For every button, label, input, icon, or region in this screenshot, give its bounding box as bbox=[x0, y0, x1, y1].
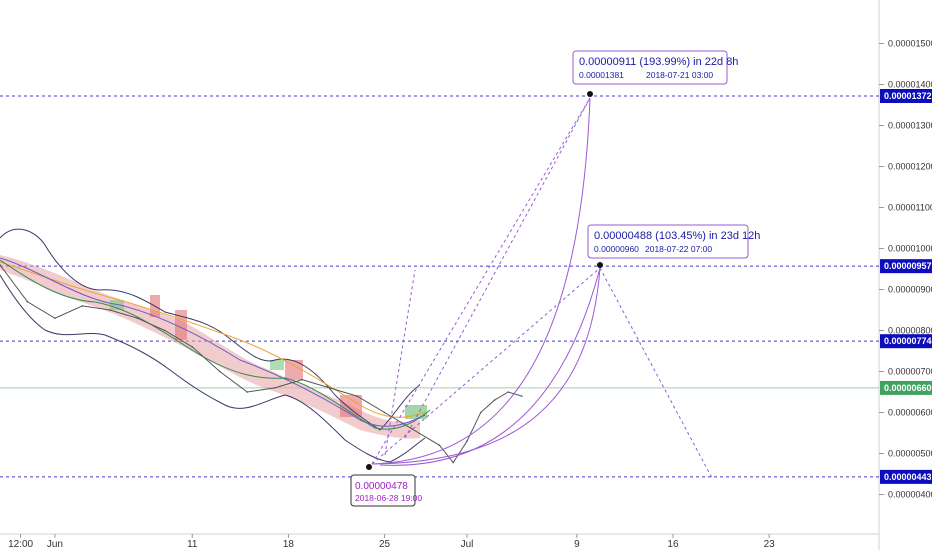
time-tick-label: Jul bbox=[461, 539, 474, 550]
moving-average-purple bbox=[0, 257, 426, 427]
projection-dashed-line bbox=[371, 267, 601, 465]
time-tick-label: 18 bbox=[283, 539, 295, 550]
level-price-label: 0.00000957 bbox=[884, 261, 932, 271]
annotation-main-text: 0.00000911 (193.99%) in 22d 8h bbox=[579, 56, 738, 68]
price-tick-label: 0.00001200 bbox=[888, 162, 932, 172]
time-tick-label: 16 bbox=[667, 539, 679, 550]
price-point bbox=[0, 264, 1, 266]
annotation-box bbox=[572, 50, 728, 85]
projection-dashed-line bbox=[384, 269, 416, 456]
lower-band bbox=[0, 274, 426, 463]
level-price-tag bbox=[880, 380, 932, 395]
price-tick-label: 0.00000600 bbox=[888, 408, 932, 418]
price-point bbox=[479, 411, 482, 414]
low-point bbox=[366, 464, 372, 470]
price-point bbox=[81, 305, 84, 307]
time-axis-ticks: 12:00 Jun 11 18 25 Jul 9 16 23 bbox=[8, 534, 775, 550]
annotation-value: 0.00000960 bbox=[594, 244, 639, 254]
cloud-segment bbox=[285, 360, 303, 380]
price-tick-label: 0.00000400 bbox=[888, 490, 932, 500]
time-tick-label: 23 bbox=[764, 539, 776, 550]
moving-averages bbox=[0, 257, 431, 430]
target-point bbox=[597, 262, 603, 268]
price-point bbox=[54, 317, 56, 320]
price-tick-label: 0.00001300 bbox=[888, 121, 932, 131]
level-price-tag bbox=[880, 334, 932, 349]
projection-curve bbox=[371, 97, 591, 465]
cloud-segment bbox=[270, 360, 284, 370]
level-price-label: 0.00000443 bbox=[884, 472, 932, 482]
price-point bbox=[521, 395, 523, 397]
time-tick-label: 25 bbox=[379, 539, 391, 550]
annotation-box bbox=[350, 474, 416, 507]
level-price-tag bbox=[880, 89, 932, 103]
time-tick-label: 12:00 bbox=[8, 539, 33, 550]
price-tick-label: 0.00000900 bbox=[888, 285, 932, 295]
annotation-low[interactable]: 0.00000478 2018-06-28 19:00 bbox=[350, 474, 422, 507]
price-point bbox=[466, 440, 468, 443]
annotation-date: 2018-07-21 03:00 bbox=[646, 70, 713, 80]
price-point bbox=[109, 309, 111, 311]
price-tick-label: 0.00000800 bbox=[888, 326, 932, 336]
price-point bbox=[191, 346, 194, 348]
cloud-segment bbox=[405, 405, 427, 419]
projection-targets bbox=[366, 91, 603, 470]
annotation-box bbox=[587, 224, 749, 259]
level-price-label: 0.00000660 bbox=[884, 383, 932, 393]
horizontal-levels: 0.00001372 0.00000957 0.00000774 0.00000660… bbox=[0, 89, 932, 484]
moving-average-orange bbox=[0, 261, 426, 418]
cloud-segment bbox=[340, 395, 362, 417]
time-tick-label: 11 bbox=[187, 539, 198, 550]
annotation-value: 0.00001381 bbox=[579, 70, 624, 80]
projection-dashed-line bbox=[599, 267, 713, 479]
price-point bbox=[507, 391, 509, 393]
price-tick-label: 0.00001100 bbox=[888, 203, 932, 213]
price-axis-ticks: 0.00000400 0.00000500 0.00000600 0.00000700… bbox=[879, 39, 932, 500]
price-tick-label: 0.00000500 bbox=[888, 449, 932, 459]
annotation-main-text: 0.00000488 (103.45%) in 23d 12h bbox=[594, 230, 760, 242]
price-point bbox=[26, 301, 29, 303]
price-tick-label: 0.00001000 bbox=[888, 244, 932, 254]
price-point bbox=[136, 317, 139, 320]
time-tick-label: 9 bbox=[574, 539, 580, 550]
annotation-date: 2018-07-22 07:00 bbox=[645, 244, 712, 254]
price-point bbox=[411, 428, 413, 430]
price-point bbox=[164, 329, 166, 332]
level-price-label: 0.00000774 bbox=[884, 336, 932, 346]
projection-dashed-line bbox=[404, 97, 591, 439]
moving-average-green bbox=[0, 259, 431, 430]
low-point-value: 0.00000478 bbox=[355, 481, 408, 492]
price-point bbox=[452, 461, 455, 464]
price-point bbox=[383, 411, 386, 414]
price-tick-label: 0.00001400 bbox=[888, 80, 932, 90]
time-tick-label: Jun bbox=[47, 539, 63, 550]
price-axis[interactable]: 0.00000400 0.00000500 0.00000600 0.00000700… bbox=[878, 0, 932, 550]
level-price-label: 0.00001372 bbox=[884, 91, 932, 101]
annotation-target-1[interactable]: 0.00000911 (193.99%) in 22d 8h 0.0000138… bbox=[572, 50, 738, 85]
price-point bbox=[356, 395, 358, 397]
price-point bbox=[493, 399, 496, 402]
projection-curve bbox=[371, 267, 601, 465]
level-price-tag bbox=[880, 259, 932, 274]
price-tick-label: 0.00000700 bbox=[888, 367, 932, 377]
projection-curve bbox=[379, 267, 601, 466]
low-point-date: 2018-06-28 19:00 bbox=[355, 493, 422, 503]
cloud-area bbox=[0, 255, 420, 439]
price-point bbox=[218, 370, 221, 373]
level-price-tag bbox=[880, 469, 932, 484]
price-point bbox=[246, 391, 249, 393]
time-axis[interactable]: 12:00 Jun 11 18 25 Jul 9 16 23 bbox=[0, 533, 879, 550]
price-series bbox=[0, 264, 523, 464]
projection-lines bbox=[371, 97, 713, 479]
annotation-target-2[interactable]: 0.00000488 (103.45%) in 23d 12h 0.000009… bbox=[587, 224, 760, 259]
price-point bbox=[438, 444, 441, 447]
price-point bbox=[273, 387, 276, 389]
price-point bbox=[328, 387, 331, 389]
price-point bbox=[301, 378, 303, 381]
projection-dashed-line bbox=[371, 97, 591, 465]
price-tick-label: 0.00001500 bbox=[888, 39, 932, 49]
target-point bbox=[587, 91, 593, 97]
